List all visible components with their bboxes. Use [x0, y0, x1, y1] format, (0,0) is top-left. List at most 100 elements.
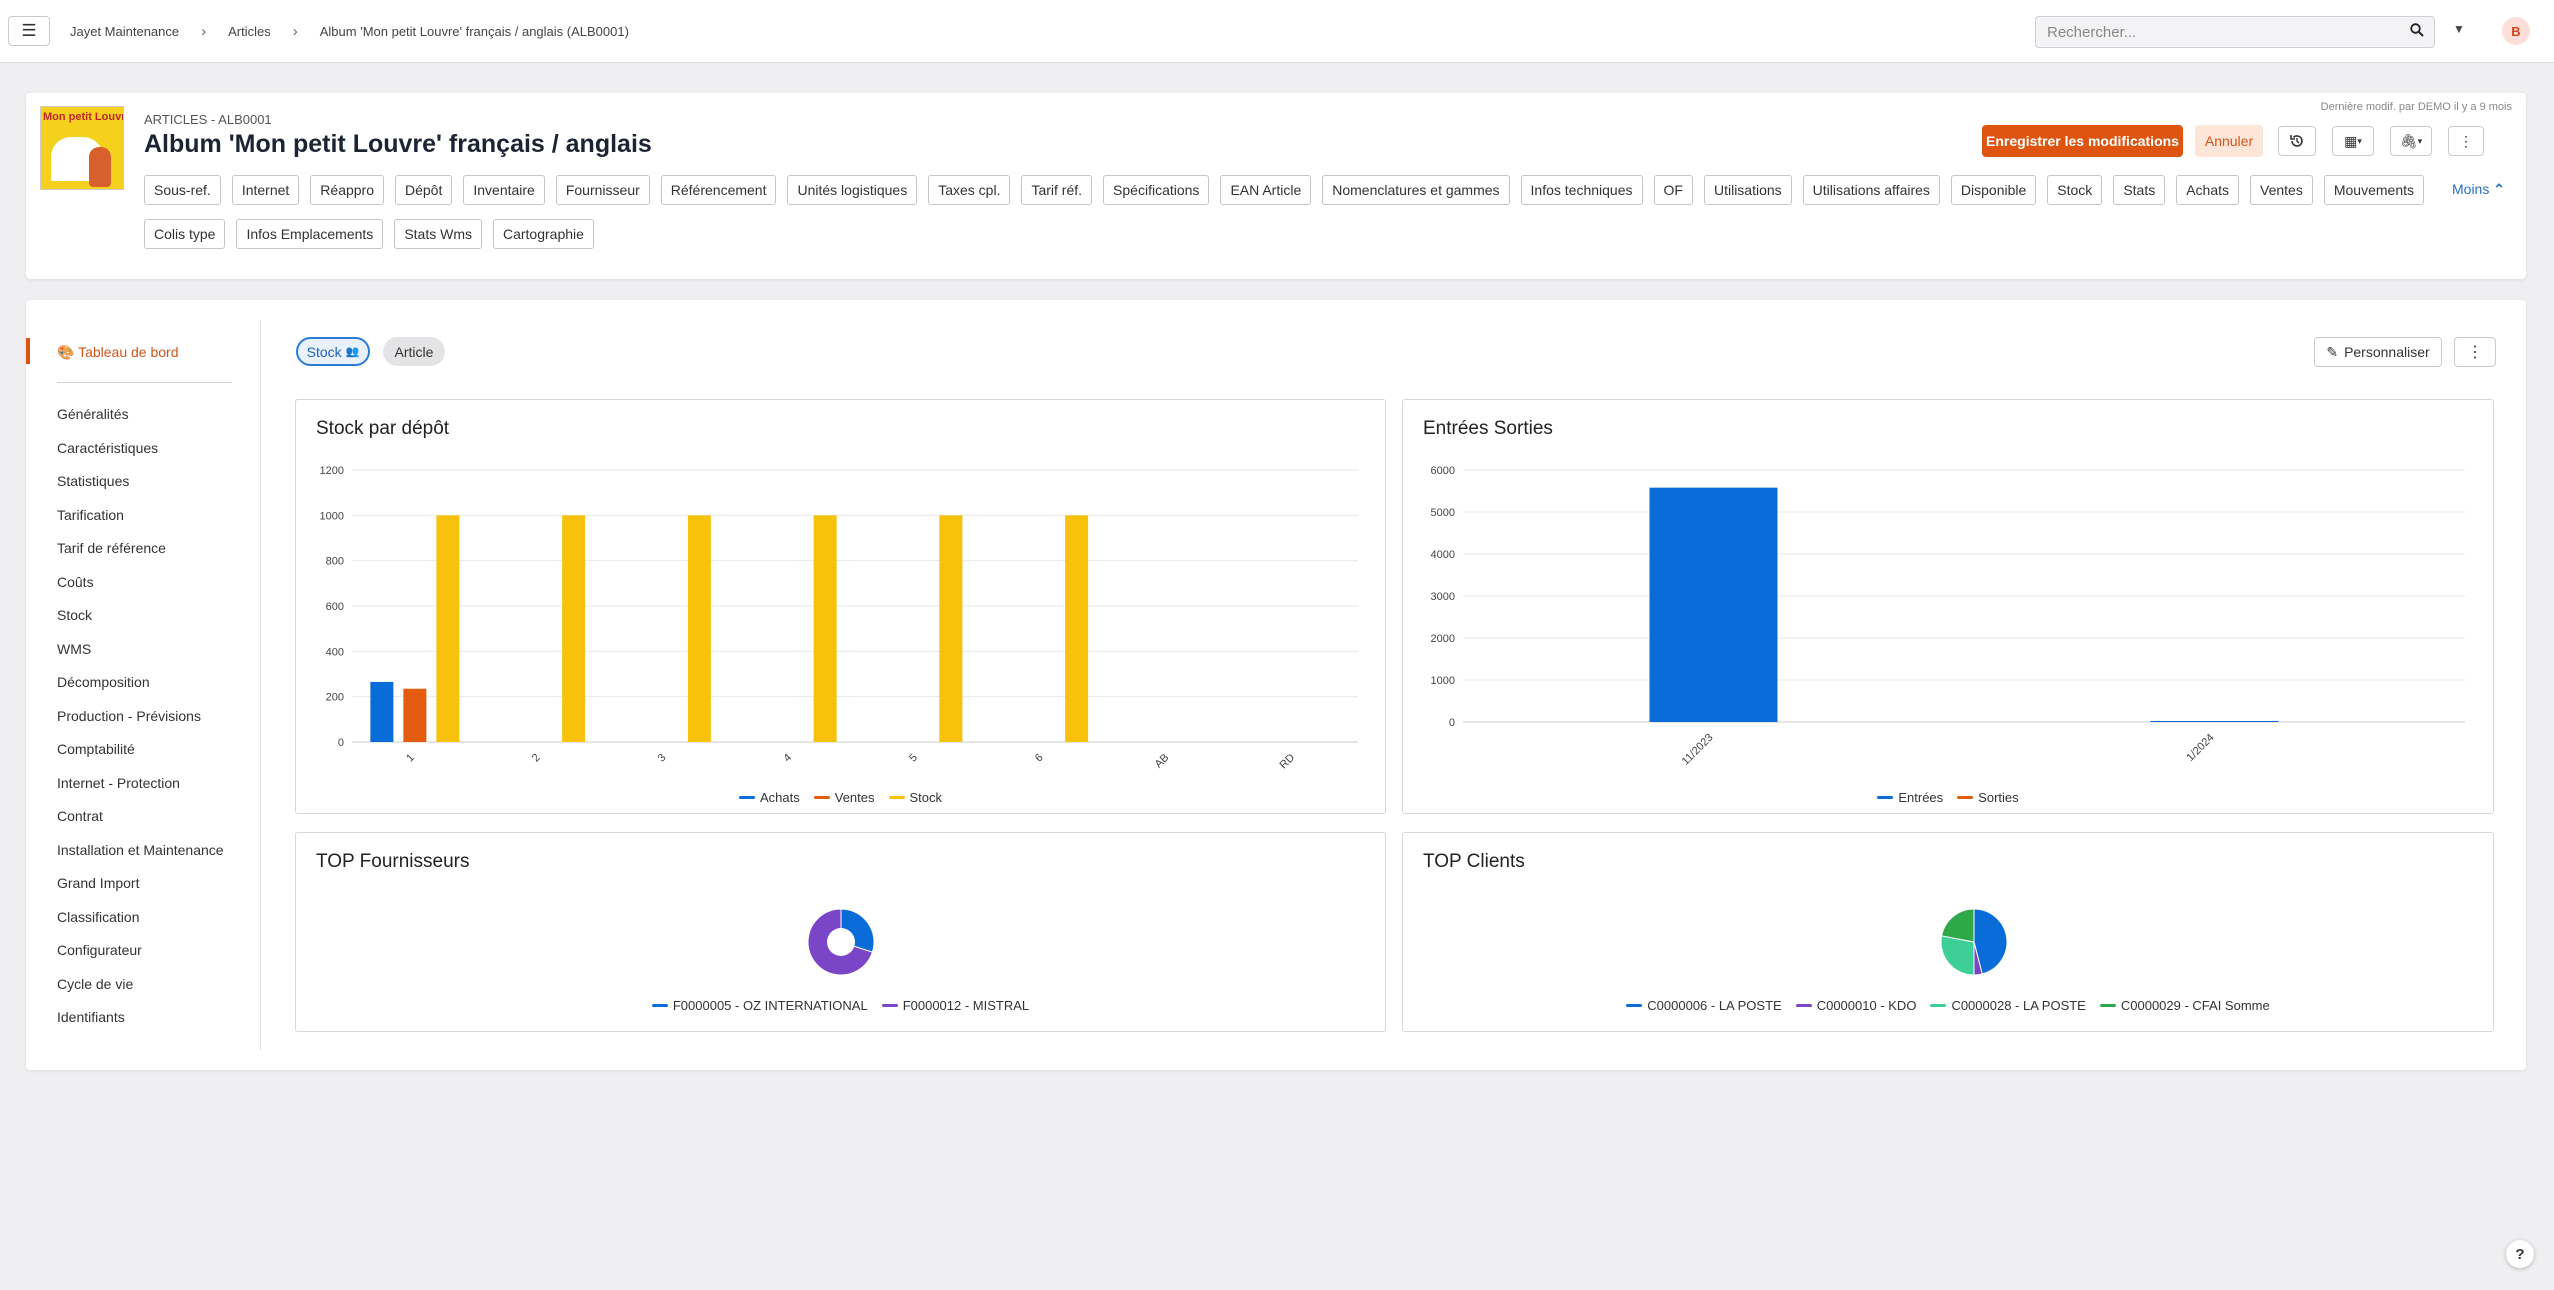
article-subtitle: ARTICLES - ALB0001: [144, 112, 272, 127]
legend-item[interactable]: Achats: [738, 790, 800, 805]
legend-swatch: [1877, 796, 1894, 799]
header-tab[interactable]: Disponible: [1950, 175, 2037, 205]
cancel-button[interactable]: Annuler: [2195, 125, 2263, 157]
breadcrumb-item[interactable]: Jayet Maintenance: [70, 24, 180, 39]
sidebar-item[interactable]: Comptabilité: [57, 741, 135, 757]
header-tab[interactable]: Utilisations affaires: [1802, 175, 1940, 205]
legend-item[interactable]: C0000010 - KDO: [1795, 998, 1916, 1013]
legend-item[interactable]: Ventes: [813, 790, 875, 805]
bar-stock[interactable]: [939, 515, 963, 742]
bar-entrées[interactable]: [1649, 487, 1778, 722]
header-tab[interactable]: Internet: [231, 175, 300, 205]
sidebar-item[interactable]: Cycle de vie: [57, 975, 134, 992]
header-tab[interactable]: Utilisations: [1703, 175, 1792, 205]
chevron-down-icon[interactable]: ▼: [2453, 22, 2465, 36]
pie-slice[interactable]: [1940, 935, 1975, 976]
bar-stock[interactable]: [687, 515, 711, 742]
header-tab[interactable]: Ventes: [2250, 175, 2313, 205]
breadcrumb-item[interactable]: Articles: [228, 24, 271, 39]
tab-stock[interactable]: Stock 👥: [296, 337, 370, 366]
sidebar-item[interactable]: Généralités: [57, 406, 129, 422]
header-tab[interactable]: Fournisseur: [555, 175, 650, 205]
history-icon[interactable]: [2278, 126, 2316, 156]
sidebar-item[interactable]: Classification: [57, 908, 140, 925]
sidebar-item[interactable]: Tarif de référence: [57, 540, 166, 556]
help-button[interactable]: ?: [2506, 1240, 2534, 1268]
sidebar-item[interactable]: Internet - Protection: [57, 774, 180, 791]
hamburger-icon[interactable]: ☰: [8, 16, 50, 46]
header-tab[interactable]: OF: [1653, 175, 1693, 205]
sidebar-item[interactable]: Coûts: [57, 573, 94, 590]
bar-ventes[interactable]: [403, 688, 427, 742]
sidebar-item[interactable]: Production - Prévisions: [57, 707, 201, 724]
sidebar-item[interactable]: Décomposition: [57, 674, 150, 690]
legend-swatch: [813, 796, 830, 799]
chart-title: Stock par dépôt: [316, 418, 450, 439]
header-tab[interactable]: Réappro: [310, 175, 384, 205]
sidebar-item[interactable]: Tarification: [57, 506, 124, 523]
more-actions-icon[interactable]: ⋮: [2448, 126, 2484, 156]
header-tab[interactable]: Stats Wms: [394, 219, 482, 249]
sidebar-item-dashboard[interactable]: 🎨 Tableau de bord: [57, 344, 179, 361]
bar-stock[interactable]: [813, 515, 837, 742]
sidebar-item[interactable]: Installation et Maintenance: [57, 841, 224, 858]
header-tab[interactable]: EAN Article: [1220, 175, 1312, 205]
attachment-dropdown-icon[interactable]: 🖇 ▾: [2390, 126, 2432, 156]
users-icon: 👥: [345, 346, 360, 358]
header-tab[interactable]: Dépôt: [395, 175, 453, 205]
header-tab[interactable]: Mouvements: [2323, 175, 2425, 205]
header-tab[interactable]: Colis type: [144, 219, 226, 249]
legend-item[interactable]: C0000028 - LA POSTE: [1930, 998, 2086, 1013]
sidebar-item[interactable]: Configurateur: [57, 942, 142, 958]
dashboard-more-icon[interactable]: ⋮: [2454, 337, 2496, 367]
avatar[interactable]: B: [2502, 17, 2530, 45]
header-tab[interactable]: Taxes cpl.: [928, 175, 1011, 205]
header-tab[interactable]: Tarif réf.: [1021, 175, 1093, 205]
sidebar-item[interactable]: Grand Import: [57, 875, 140, 891]
print-dropdown-icon[interactable]: ▦ ▾: [2332, 126, 2374, 156]
legend-item[interactable]: F0000012 - MISTRAL: [881, 998, 1029, 1013]
header-tab[interactable]: Stock: [2047, 175, 2103, 205]
pie-slice[interactable]: [1973, 908, 2008, 975]
legend-item[interactable]: Stock: [888, 790, 942, 805]
legend-label: F0000005 - OZ INTERNATIONAL: [672, 998, 868, 1013]
legend-item[interactable]: Sorties: [1957, 790, 2019, 805]
legend-item[interactable]: F0000005 - OZ INTERNATIONAL: [651, 998, 868, 1013]
customize-button[interactable]: ✎ Personnaliser: [2314, 337, 2442, 367]
chart-legend: Achats Ventes Stock: [296, 790, 1385, 805]
search-input[interactable]: [2036, 17, 2396, 47]
tab-article[interactable]: Article: [383, 337, 445, 366]
header-tab[interactable]: Inventaire: [463, 175, 545, 205]
sidebar-item[interactable]: Contrat: [57, 808, 103, 824]
less-toggle[interactable]: Moins ⌃: [2452, 181, 2505, 198]
header-tab[interactable]: Infos Emplacements: [236, 219, 384, 249]
sidebar-item[interactable]: Caractéristiques: [57, 439, 159, 456]
legend-item[interactable]: C0000006 - LA POSTE: [1626, 998, 1782, 1013]
header-tab[interactable]: Achats: [2176, 175, 2240, 205]
legend-item[interactable]: C0000029 - CFAI Somme: [2099, 998, 2270, 1013]
bar-entrées[interactable]: [2150, 721, 2279, 722]
header-tab[interactable]: Référencement: [660, 175, 777, 205]
header-tab[interactable]: Cartographie: [492, 219, 594, 249]
sidebar-item[interactable]: WMS: [57, 640, 92, 657]
save-button[interactable]: Enregistrer les modifications: [1982, 125, 2183, 157]
bar-stock[interactable]: [562, 515, 586, 742]
sidebar-item[interactable]: Statistiques: [57, 473, 130, 489]
dashboard-panel: 🎨 Tableau de bord Généralités Caractérist…: [26, 300, 2526, 1070]
bar-stock[interactable]: [436, 515, 460, 742]
header-tab[interactable]: Infos techniques: [1520, 175, 1643, 205]
header-tab[interactable]: Unités logistiques: [787, 175, 918, 205]
chart-legend: C0000006 - LA POSTE C0000010 - KDO C000002…: [1403, 998, 2493, 1013]
header-tab[interactable]: Nomenclatures et gammes: [1322, 175, 1510, 205]
x-tick-label: 11/2023: [1680, 732, 1716, 768]
legend-item[interactable]: Entrées: [1877, 790, 1943, 805]
sidebar-item[interactable]: Stock: [57, 607, 93, 623]
search-icon[interactable]: [2410, 23, 2424, 41]
header-tab[interactable]: Stats: [2113, 175, 2166, 205]
header-tab[interactable]: Spécifications: [1103, 175, 1210, 205]
bar-stock[interactable]: [1065, 515, 1089, 742]
header-tab[interactable]: Sous-ref.: [144, 175, 221, 205]
pie-slice[interactable]: [1940, 908, 1975, 943]
sidebar-item[interactable]: Identifiants: [57, 1009, 125, 1025]
bar-achats[interactable]: [370, 681, 394, 742]
